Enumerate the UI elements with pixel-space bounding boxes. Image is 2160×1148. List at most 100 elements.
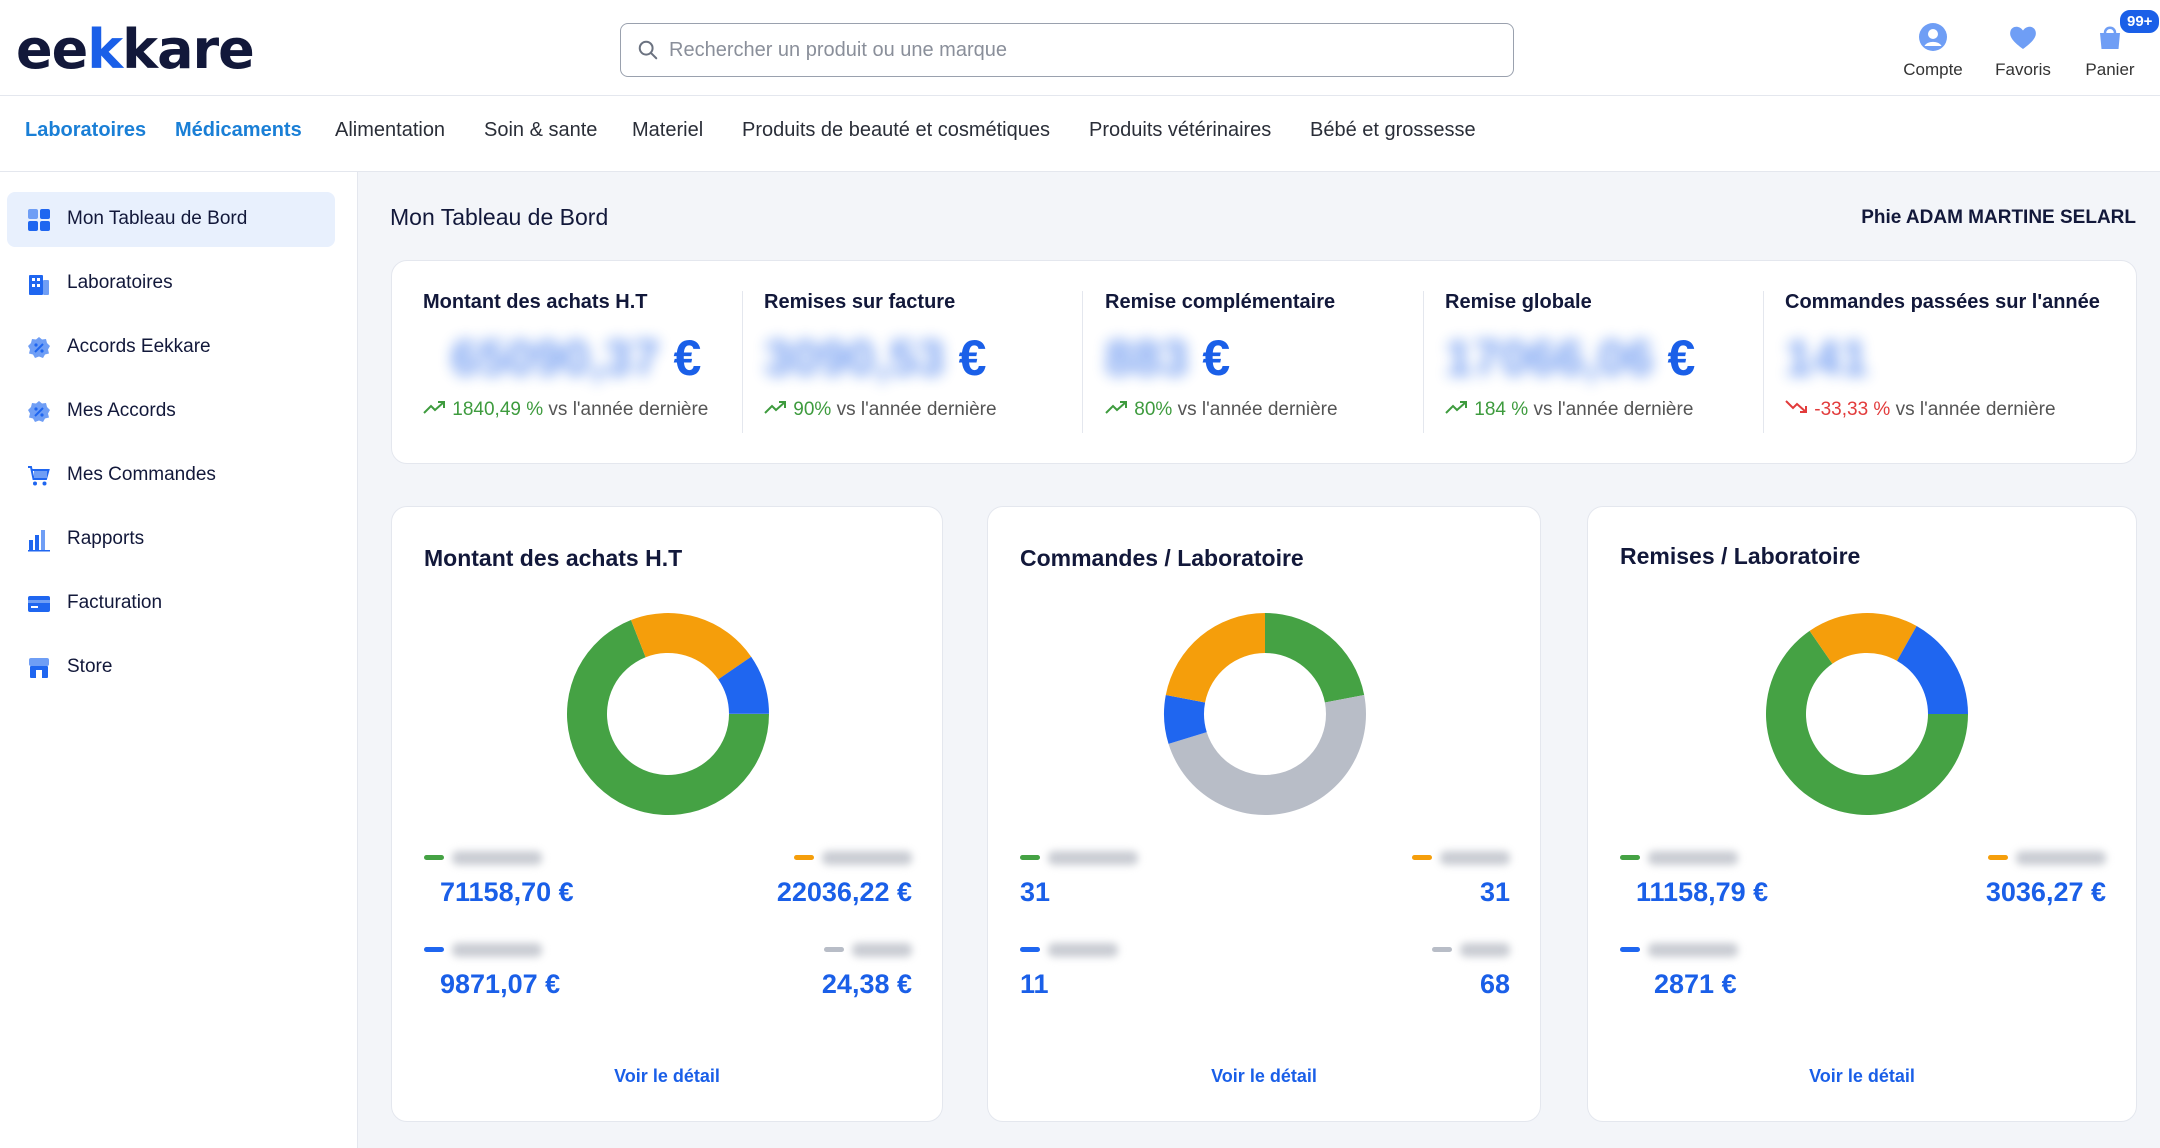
sidebar-item-facturation[interactable]: Facturation (7, 576, 335, 631)
donut-slice[interactable] (1165, 613, 1265, 703)
view-detail-link[interactable]: Voir le détail (1211, 1066, 1317, 1086)
stat-divider (742, 291, 743, 433)
trend-percent: 80% (1134, 399, 1173, 420)
user-icon (1919, 23, 1947, 51)
donut-slice[interactable] (1164, 694, 1207, 744)
card-commandes-laboratoire: Commandes / Laboratoire 31 31 11 68 Voir… (987, 506, 1541, 1122)
bar-chart-icon (28, 530, 50, 552)
card-title: Remises / Laboratoire (1620, 543, 1861, 569)
legend-label-redacted (2016, 850, 2106, 865)
stat-title: Montant des achats H.T (423, 291, 648, 313)
nav-beaute-cosmetiques[interactable]: Produits de beauté et cosmétiques (742, 119, 1050, 141)
donut-slice[interactable] (1766, 630, 1968, 815)
stat-value: 17066,06 € (1445, 329, 1695, 387)
legend-item: 11 (1020, 941, 1220, 1000)
donut-slice[interactable] (1896, 626, 1968, 714)
trend-percent: 90% (793, 399, 832, 420)
stat-divider (1082, 291, 1083, 433)
stat-remise-globale: Remise globale 17066,06 € 184 % vs l'ann… (1445, 291, 1755, 441)
view-detail-link[interactable]: Voir le détail (1809, 1066, 1915, 1086)
trend-up-icon (1105, 401, 1127, 414)
search-input[interactable] (669, 30, 1489, 70)
sidebar-item-accords-eekkare[interactable]: Accords Eekkare (7, 320, 335, 375)
sidebar-item-dashboard[interactable]: Mon Tableau de Bord (7, 192, 335, 247)
stat-currency: € (1202, 330, 1231, 386)
stat-remise-complementaire: Remise complémentaire 883 € 80% vs l'ann… (1105, 291, 1415, 441)
stat-currency: € (1667, 330, 1696, 386)
legend-swatch (1620, 947, 1640, 953)
legend-item: 68 (1310, 941, 1510, 1000)
sidebar-item-label: Accords Eekkare (67, 336, 211, 357)
stat-title: Commandes passées sur l'année (1785, 291, 2100, 313)
nav-soin-sante[interactable]: Soin & sante (484, 119, 598, 141)
trend-down-icon (1785, 400, 1807, 413)
nav-laboratoires[interactable]: Laboratoires (25, 119, 147, 141)
search-bar[interactable] (620, 23, 1514, 77)
legend-value: 11 (1020, 969, 1049, 999)
eekkare-logo[interactable]: eekkare (16, 18, 255, 81)
donut-slice[interactable] (1265, 613, 1365, 703)
legend-swatch (824, 947, 844, 953)
sidebar-item-rapports[interactable]: Rapports (7, 512, 335, 567)
legend-item: 2871 € (1620, 941, 1820, 1000)
donut-slice[interactable] (1809, 613, 1917, 664)
stat-amount: 65090,37 (451, 330, 660, 386)
donut-slice[interactable] (630, 613, 752, 680)
stat-amount: 3090,53 (764, 330, 945, 386)
stat-montant-achats: Montant des achats H.T 65090,37 € 1840,4… (423, 291, 733, 441)
donut-slice[interactable] (718, 656, 769, 714)
stat-trend: -33,33 % vs l'année dernière (1785, 399, 2056, 421)
legend-swatch (1020, 855, 1040, 861)
heart-icon (2010, 26, 2036, 49)
pharmacy-name: Phie ADAM MARTINE SELARL (1861, 207, 2136, 228)
legend-item: 71158,70 € (424, 849, 624, 908)
discount-badge-icon (28, 401, 50, 422)
legend-label-redacted (822, 850, 912, 865)
legend-swatch (1620, 855, 1640, 861)
cart-button[interactable]: 99+ Panier (2060, 8, 2160, 80)
nav-bebe-grossesse[interactable]: Bébé et grossesse (1310, 119, 1476, 141)
legend-swatch (1432, 947, 1452, 953)
legend-value: 11158,79 € (1636, 877, 1769, 907)
legend-value: 2871 € (1654, 969, 1737, 999)
legend-swatch (1988, 855, 2008, 861)
sidebar-item-label: Store (67, 656, 113, 677)
legend-item: 31 (1020, 849, 1220, 908)
sidebar-item-label: Mes Accords (67, 400, 176, 421)
legend-value: 31 (1479, 877, 1510, 907)
sidebar-item-mes-commandes[interactable]: Mes Commandes (7, 448, 335, 503)
favorites-button[interactable]: Favoris (1973, 22, 2073, 80)
account-button[interactable]: Compte (1883, 22, 1983, 80)
invoice-icon (28, 596, 50, 612)
legend-swatch (424, 855, 444, 861)
nav-medicaments[interactable]: Médicaments (175, 119, 302, 141)
dashboard-icon (28, 209, 50, 231)
sidebar-item-store[interactable]: Store (7, 640, 335, 695)
legend-value: 9871,07 € (440, 969, 561, 999)
legend-value: 22036,22 € (776, 877, 912, 907)
view-detail-link[interactable]: Voir le détail (614, 1066, 720, 1086)
legend-item: 11158,79 € (1620, 849, 1820, 908)
legend-swatch (794, 855, 814, 861)
nav-materiel[interactable]: Materiel (632, 119, 704, 141)
card-montant-achats: Montant des achats H.T 71158,70 € 22036,… (391, 506, 943, 1122)
card-title: Commandes / Laboratoire (1020, 545, 1304, 571)
nav-alimentation[interactable]: Alimentation (335, 119, 446, 141)
sidebar-item-mes-accords[interactable]: Mes Accords (7, 384, 335, 439)
donut-slice[interactable] (1168, 694, 1366, 815)
donut-slice[interactable] (567, 620, 769, 815)
trend-text: vs l'année dernière (1177, 399, 1338, 420)
legend-item: 24,38 € (712, 941, 912, 1000)
search-icon (638, 40, 658, 60)
stat-trend: 184 % vs l'année dernière (1445, 399, 1693, 421)
stat-title: Remises sur facture (764, 291, 956, 313)
legend-swatch (1020, 947, 1040, 953)
sidebar-item-laboratoires[interactable]: Laboratoires (7, 256, 335, 311)
trend-text: vs l'année dernière (548, 399, 709, 420)
sidebar-item-label: Laboratoires (67, 272, 173, 293)
stat-value: 3090,53 € (764, 329, 986, 387)
stat-currency: € (958, 330, 987, 386)
page-title: Mon Tableau de Bord (390, 204, 609, 230)
stat-value: 141 (1785, 329, 1868, 387)
nav-veterinaires[interactable]: Produits vétérinaires (1089, 119, 1272, 141)
